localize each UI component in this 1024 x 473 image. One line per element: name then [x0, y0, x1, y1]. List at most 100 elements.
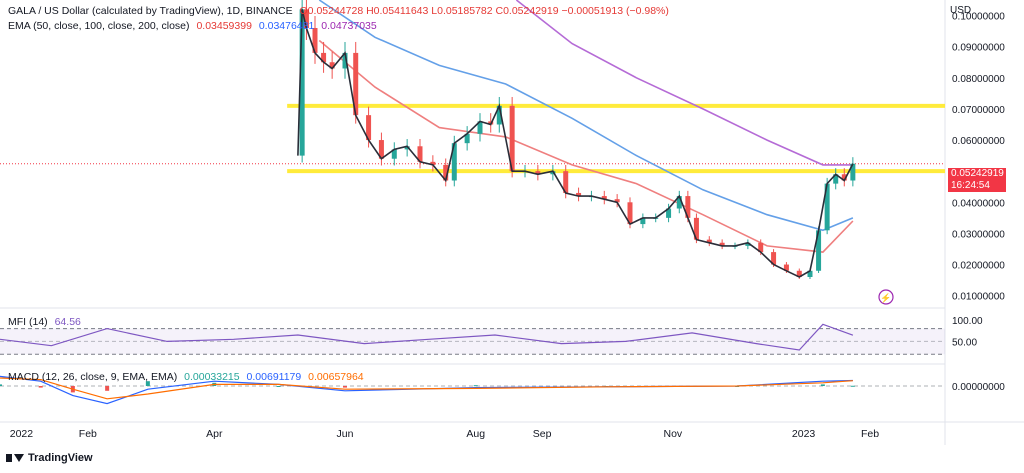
macd-histogram-bar	[145, 381, 150, 386]
x-tick-label: 2023	[792, 428, 816, 440]
candle-body	[417, 146, 423, 162]
candle-body	[693, 217, 699, 240]
candle-body	[312, 28, 318, 53]
candle-body	[329, 62, 335, 69]
mfi-tick-label: 50.00	[952, 337, 977, 348]
macd-histogram-bar	[820, 384, 825, 386]
last-price: 0.05242919	[951, 168, 1004, 179]
candle-body	[640, 217, 646, 225]
footer-brand[interactable]: TradingView	[6, 452, 93, 464]
candle-body	[719, 242, 725, 246]
mfi-tick-label: 100.00	[952, 316, 983, 327]
ema-label: EMA (50, close, 100, close, 200, close)	[8, 20, 190, 32]
candle-body	[783, 264, 789, 271]
candle-body	[666, 208, 672, 218]
ema-50-value: 0.03459399	[196, 20, 252, 32]
macd-label: MACD (12, 26, close, 9, EMA, EMA)	[8, 371, 178, 383]
candle-body	[451, 143, 457, 181]
candle-body	[303, 9, 309, 29]
candle-body	[430, 161, 436, 165]
tradingview-logo-icon	[6, 452, 24, 464]
candle-body	[796, 270, 802, 277]
lightning-glyph: ⚡	[880, 292, 891, 304]
candle-body	[824, 183, 830, 231]
candle-body	[816, 230, 822, 271]
candle-body	[601, 196, 607, 200]
candle-body	[563, 171, 569, 193]
macd-tick-label: 0.00000000	[952, 382, 1005, 393]
mfi-legend: MFI (14) 64.56	[8, 316, 85, 328]
candle-body	[404, 146, 410, 150]
symbol-title: GALA / US Dollar (calculated by TradingV…	[8, 5, 293, 17]
x-tick-label: Feb	[79, 428, 97, 440]
candle-body	[443, 164, 449, 181]
macd-histogram-bar	[473, 385, 478, 387]
candle-body	[833, 174, 839, 184]
candle-body	[627, 202, 633, 225]
y-tick-label: 0.04000000	[952, 198, 1005, 209]
macd-line-value: 0.00691179	[246, 371, 302, 383]
last-price-tag: 0.05242919 16:24:54	[948, 168, 1006, 192]
y-tick-label: 0.10000000	[952, 12, 1005, 23]
ema-100-value: 0.03476481	[258, 20, 315, 32]
macd-histogram-bar	[343, 386, 347, 388]
macd-histogram-bar	[850, 385, 855, 387]
candle-body	[535, 171, 541, 175]
macd-hist-value: 0.00033215	[184, 371, 240, 383]
x-tick-label: Apr	[206, 428, 223, 440]
candle-body	[614, 199, 620, 203]
y-tick-label: 0.03000000	[952, 229, 1005, 240]
y-tick-label: 0.01000000	[952, 292, 1005, 303]
candle-body	[299, 9, 305, 156]
brand-name: TradingView	[28, 452, 93, 464]
candle-body	[342, 52, 348, 69]
ema-200-line	[515, 0, 853, 166]
x-tick-label: Sep	[533, 428, 552, 440]
candle-body	[706, 239, 712, 243]
candle-body	[366, 115, 372, 141]
candle-body	[550, 171, 556, 175]
mfi-line	[0, 323, 854, 351]
y-tick-label: 0.09000000	[952, 43, 1005, 54]
candle-body	[464, 133, 470, 144]
candle-body	[496, 105, 502, 125]
macd-signal-line	[0, 377, 853, 400]
currency-label: USD	[950, 5, 972, 16]
candle-body	[676, 196, 682, 209]
y-tick-label: 0.08000000	[952, 74, 1005, 85]
candle-body	[576, 192, 582, 197]
macd-histogram-bar	[276, 386, 281, 387]
macd-histogram-bar	[38, 386, 43, 388]
candle-body	[477, 121, 483, 134]
x-tick-label: Aug	[466, 428, 485, 440]
candle-body	[391, 149, 397, 159]
ema-200-value: 0.04737035	[321, 20, 377, 32]
mfi-label: MFI (14)	[8, 316, 48, 328]
ema-legend: EMA (50, close, 100, close, 200, close) …	[8, 20, 381, 32]
symbol-legend: GALA / US Dollar (calculated by TradingV…	[8, 5, 673, 17]
candle-body	[685, 196, 691, 218]
mfi-value: 64.56	[54, 316, 81, 328]
candle-body	[509, 105, 515, 172]
price-close-line	[297, 9, 854, 278]
candle-body	[378, 140, 384, 159]
macd-histogram-bar	[105, 386, 110, 391]
bar-countdown: 16:24:54	[951, 180, 990, 191]
x-tick-label: Nov	[664, 428, 683, 440]
lightning-icon	[878, 289, 894, 305]
macd-legend: MACD (12, 26, close, 9, EMA, EMA) 0.0003…	[8, 371, 368, 383]
x-tick-label: Jun	[337, 428, 354, 440]
macd-signal-value: 0.00657964	[308, 371, 364, 383]
y-tick-label: 0.07000000	[952, 105, 1005, 116]
candle-body	[807, 270, 813, 277]
y-tick-label: 0.02000000	[952, 261, 1005, 272]
ohlc-values: O0.05244728 H0.05411643 L0.05185782 C0.0…	[299, 5, 669, 17]
candle-body	[353, 52, 359, 116]
ema-50-line	[318, 39, 854, 253]
candle-body	[850, 163, 856, 181]
candle-body	[758, 242, 764, 253]
macd-histogram-bar	[0, 384, 2, 386]
ema-100-line	[318, 0, 854, 232]
y-tick-label: 0.06000000	[952, 136, 1005, 147]
